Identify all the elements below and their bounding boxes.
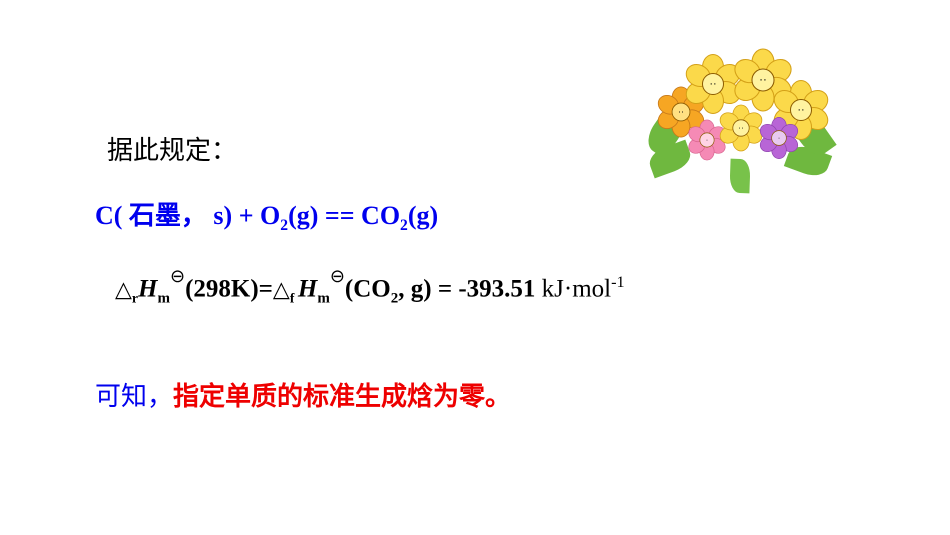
equals: == xyxy=(318,201,361,230)
reaction-equation: C( 石墨， s) + O2(g) == CO2(g) xyxy=(95,195,855,235)
unit-exponent: -1 xyxy=(611,273,625,291)
phase: (g) xyxy=(408,201,438,230)
reactant: C( 石墨， s) xyxy=(95,201,232,230)
flower-icon: ·· xyxy=(687,58,739,110)
enthalpy-expression: △rHm⊖(298K)=△f Hm⊖(CO2, g) = -393.51 kJ·… xyxy=(115,271,855,307)
subscript-m: m xyxy=(317,291,330,307)
slide-content: 据此规定： C( 石墨， s) + O2(g) == CO2(g) △rHm⊖(… xyxy=(95,130,855,421)
subscript-f: f xyxy=(290,291,298,306)
text: (CO xyxy=(345,276,391,303)
delta-icon: △ xyxy=(115,277,132,302)
delta-icon: △ xyxy=(273,277,290,302)
standard-state-icon: ⊖ xyxy=(170,266,185,286)
unit: kJ·mol xyxy=(535,276,611,303)
phase: (g) xyxy=(288,201,318,230)
value: , g) = -393.51 xyxy=(398,276,535,303)
conclusion: 可知，指定单质的标准生成焓为零。 xyxy=(95,376,855,413)
h-symbol: H xyxy=(138,276,157,303)
reactant-base: O xyxy=(260,201,280,230)
conclusion-prefix: 可知， xyxy=(95,382,173,411)
product-base: CO xyxy=(361,201,400,230)
subscript-m: m xyxy=(157,291,170,307)
h-symbol: H xyxy=(298,276,317,303)
subscript: 2 xyxy=(400,217,408,234)
plus: + xyxy=(232,201,260,230)
intro-text: 据此规定： xyxy=(107,130,855,167)
text: (298K)= xyxy=(185,276,273,303)
standard-state-icon: ⊖ xyxy=(330,266,345,286)
subscript: 2 xyxy=(280,217,288,234)
conclusion-emphasis: 指定单质的标准生成焓为零。 xyxy=(173,382,511,411)
